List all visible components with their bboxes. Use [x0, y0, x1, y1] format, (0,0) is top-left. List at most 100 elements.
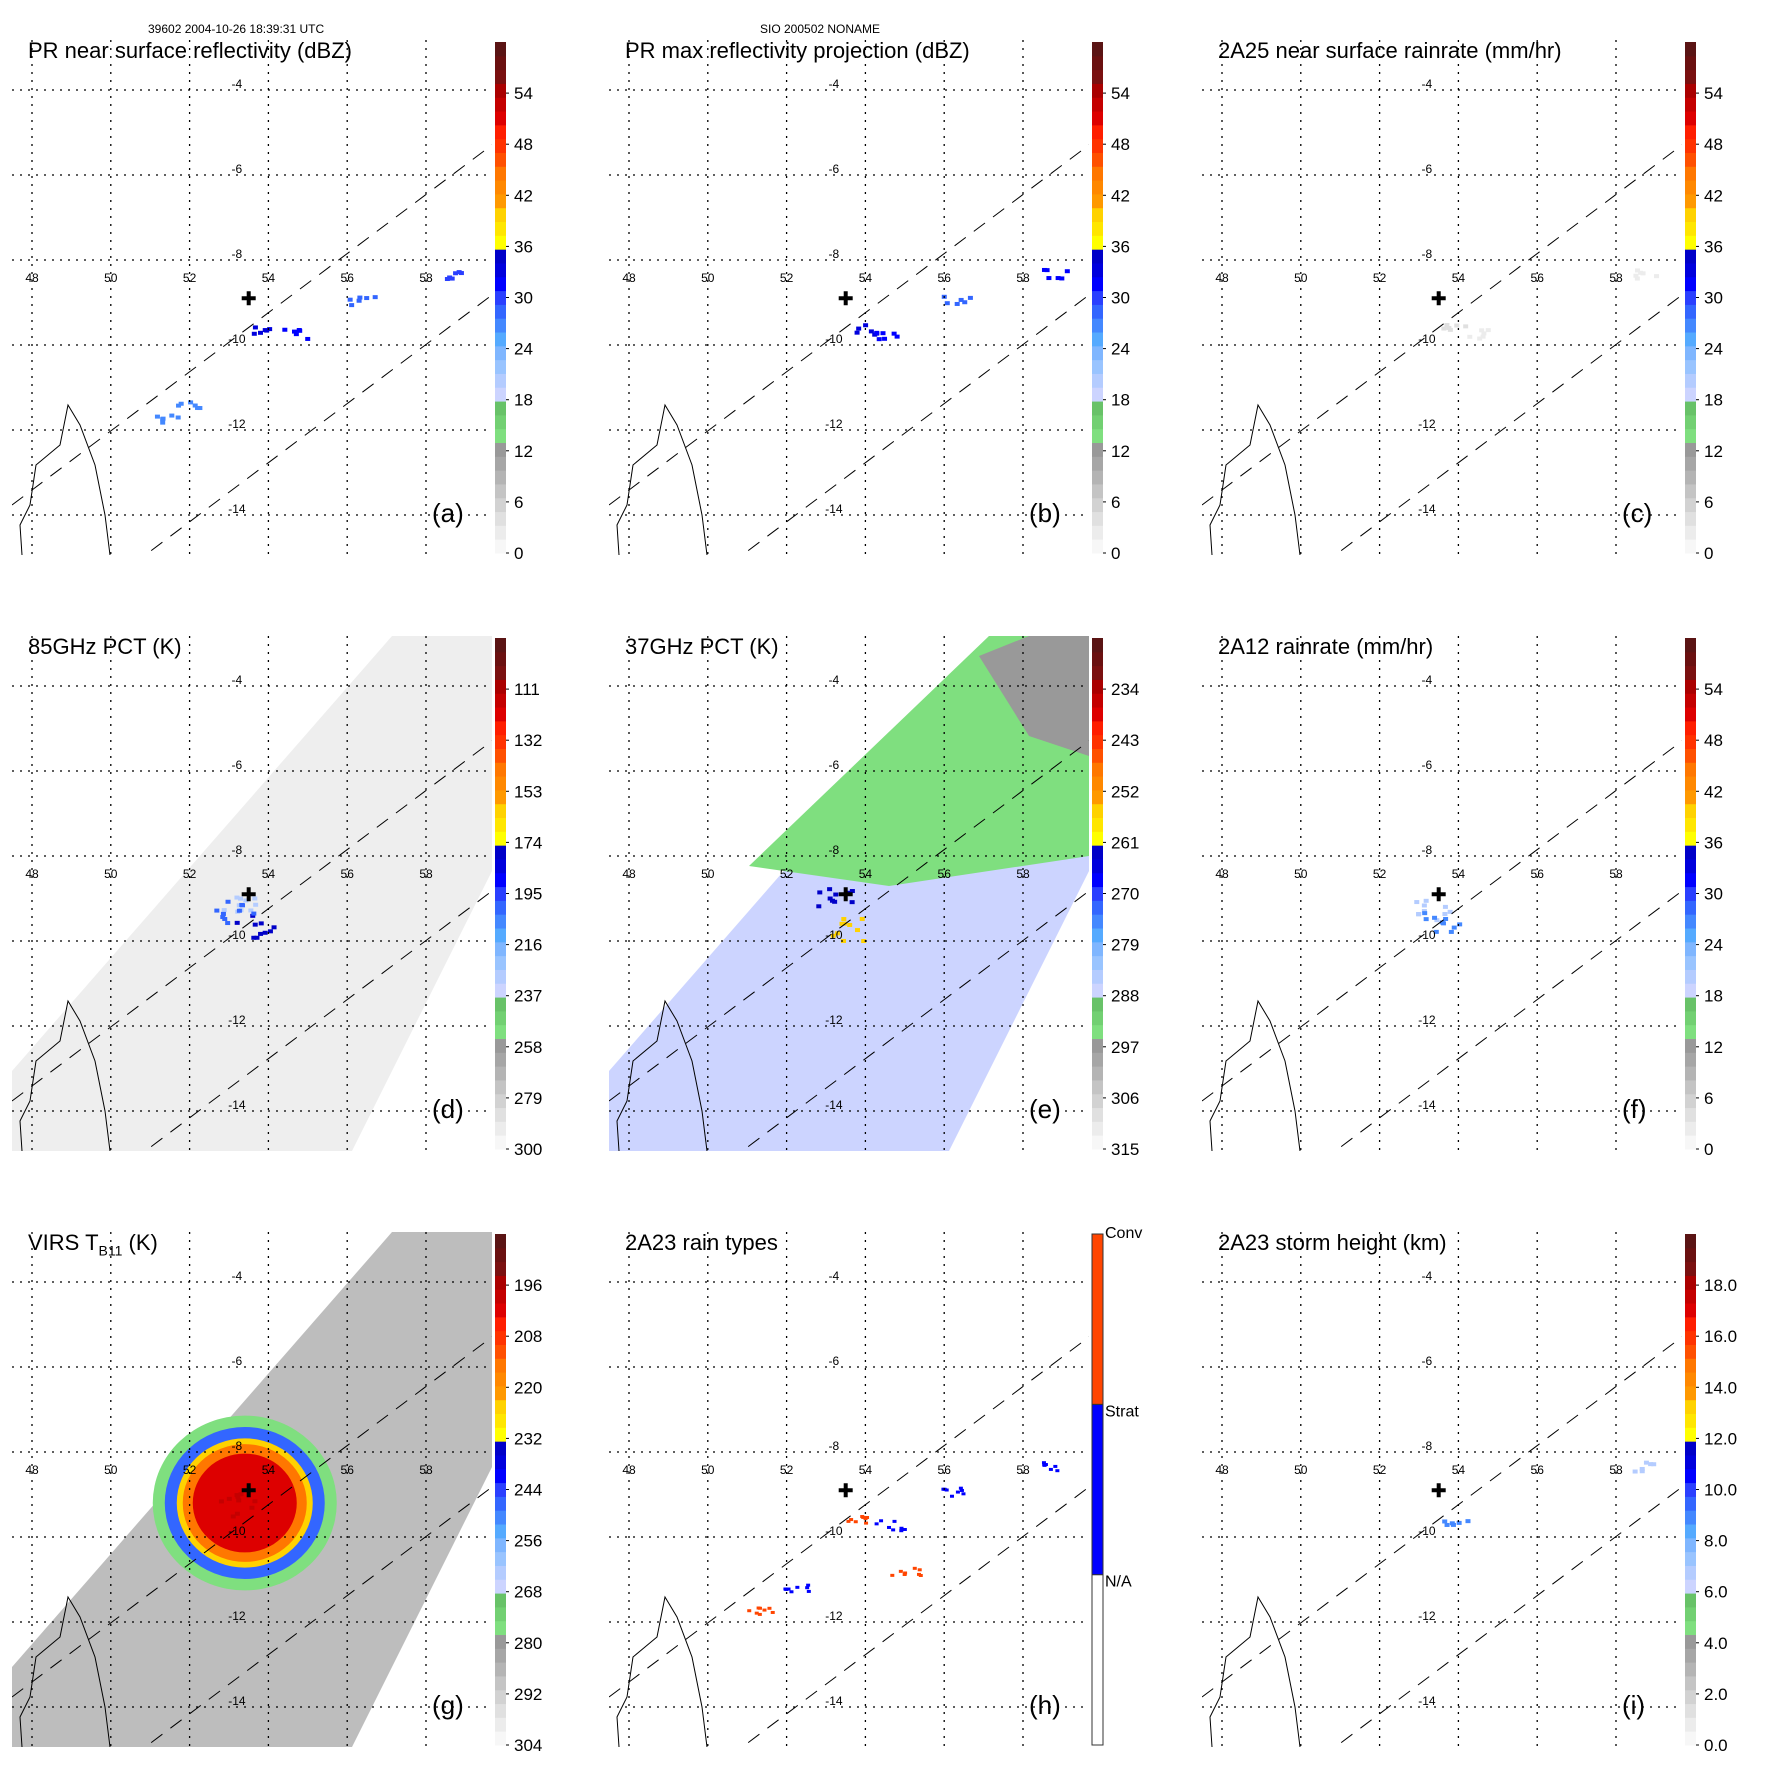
colorbar-segment	[1092, 665, 1103, 680]
data-cell	[1041, 267, 1047, 272]
data-cell	[1467, 334, 1473, 339]
colorbar-segment	[495, 1344, 506, 1359]
data-cell	[238, 1492, 244, 1497]
data-cell	[1442, 904, 1448, 909]
data-cell	[880, 331, 886, 336]
colorbar-segment	[495, 152, 506, 167]
data-cell	[297, 328, 303, 333]
colorbar-segment	[1685, 1427, 1696, 1442]
colorbar-segment	[495, 1579, 506, 1594]
panel-title: 37GHz PCT (K)	[625, 634, 779, 659]
colorbar-tick-label: 24	[1111, 340, 1130, 359]
colorbar-segment	[1685, 1234, 1696, 1249]
lon-tick-label: 56	[938, 867, 952, 881]
panel-letter: (d)	[432, 1094, 464, 1124]
lat-tick-label: -8	[232, 843, 243, 857]
colorbar-segment	[495, 831, 506, 846]
lon-tick-label: 48	[25, 867, 39, 881]
colorbar-segment	[495, 1385, 506, 1401]
data-cell	[449, 276, 455, 281]
pr-swath-edge	[144, 294, 492, 555]
colorbar-segment	[495, 318, 506, 333]
colorbar-segment	[495, 872, 506, 888]
data-cell	[188, 400, 194, 405]
lon-tick-label: 50	[701, 1463, 715, 1477]
colorbar-tick-label: 196	[514, 1276, 542, 1295]
colorbar-segment	[1685, 97, 1696, 112]
colorbar-segment	[1685, 1303, 1696, 1318]
colorbar-segment	[1685, 387, 1696, 402]
colorbar-segment	[1092, 83, 1103, 98]
data-cell	[1441, 326, 1447, 331]
data-cell	[1421, 903, 1427, 908]
data-cell	[894, 334, 900, 339]
colorbar-segment	[1685, 997, 1696, 1012]
colorbar-segment	[1092, 955, 1103, 970]
data-cell	[1463, 324, 1469, 329]
colorbar-segment	[495, 1121, 506, 1136]
lon-tick-label: 54	[1452, 271, 1466, 285]
colorbar-segment	[495, 414, 506, 430]
rain-type-cell	[958, 1486, 963, 1490]
colorbar-segment	[495, 1024, 506, 1040]
data-cell	[849, 900, 855, 905]
lon-tick-label: 50	[1294, 1463, 1308, 1477]
lat-tick-label: -10	[1418, 332, 1436, 346]
colorbar-tick-label: 12.0	[1704, 1429, 1737, 1448]
colorbar-segment	[495, 665, 506, 680]
colorbar-segment	[1092, 679, 1103, 694]
data-cell	[1485, 328, 1491, 333]
pr-swath-edge	[741, 890, 1089, 1151]
colorbar-segment	[1685, 249, 1696, 264]
colorbar-tick-label: 18.0	[1704, 1276, 1737, 1295]
storm-center-marker	[838, 291, 853, 306]
colorbar-segment	[495, 83, 506, 98]
colorbar-segment	[1685, 969, 1696, 984]
rain-type-cell	[902, 1527, 907, 1531]
colorbar-segment	[495, 249, 506, 264]
lat-tick-label: -12	[228, 1013, 246, 1027]
colorbar-tick-label: 6	[1704, 1089, 1713, 1108]
data-cell	[243, 898, 249, 903]
panel-e: 48 50 52 54 56 58 -4 -6 -8 -10 -12 -14 315 306 297 288 2…	[597, 596, 1182, 1186]
colorbar-segment	[1092, 817, 1103, 832]
colorbar-tick-label: 36	[1704, 833, 1723, 852]
data-cell	[830, 933, 836, 938]
data-cell	[868, 329, 874, 334]
colorbar-segment	[495, 1427, 506, 1442]
data-cell	[1454, 323, 1460, 328]
lon-tick-label: 56	[938, 271, 952, 285]
lon-tick-label: 54	[262, 1463, 276, 1477]
colorbar-segment	[1092, 235, 1103, 250]
colorbar-segment	[1685, 262, 1696, 278]
colorbar-segment	[1092, 1107, 1103, 1122]
colorbar-segment	[1092, 886, 1103, 901]
colorbar-segment	[495, 1275, 506, 1290]
colorbar-segment	[1685, 1413, 1696, 1428]
data-cell	[218, 1499, 224, 1504]
colorbar-segment	[495, 511, 506, 526]
colorbar-segment	[1092, 1093, 1103, 1109]
lat-tick-label: -8	[1422, 247, 1433, 261]
rain-type-cell	[1041, 1461, 1046, 1465]
colorbar-tick-label: 14.0	[1704, 1378, 1737, 1397]
colorbar-segment	[1092, 803, 1103, 819]
colorbar-segment	[495, 900, 506, 915]
data-cell	[1059, 276, 1065, 281]
colorbar-segment	[1685, 1247, 1696, 1263]
colorbar-segment	[495, 539, 506, 554]
data-cell	[262, 328, 268, 333]
rain-type-cell	[917, 1568, 922, 1572]
colorbar-segment	[1092, 900, 1103, 915]
data-cell	[1465, 1519, 1471, 1524]
colorbar-segment	[1092, 456, 1103, 471]
colorbar-segment	[1092, 97, 1103, 112]
data-cell	[817, 890, 823, 895]
panel-letter: (f)	[1622, 1094, 1647, 1124]
map-g: 48 50 52 54 56 58 -4 -6 -8 -10 -12 -14 304 292 280 268 2…	[12, 1232, 542, 1755]
colorbar-segment	[495, 1565, 506, 1580]
colorbar-tick-label: 48	[1704, 135, 1723, 154]
colorbar-segment	[495, 1593, 506, 1608]
lon-tick-label: 50	[701, 867, 715, 881]
colorbar-segment	[495, 1703, 506, 1718]
